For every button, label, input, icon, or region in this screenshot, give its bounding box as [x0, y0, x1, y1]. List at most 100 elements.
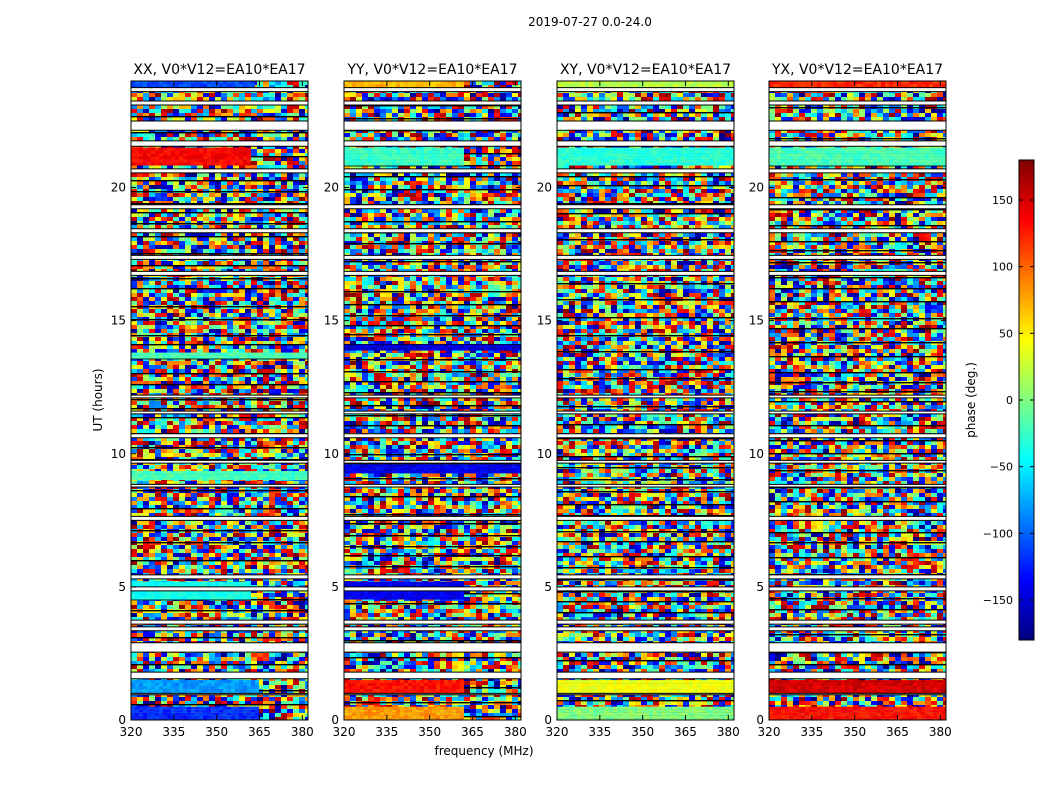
flagged-band: [769, 642, 946, 653]
flagged-band: [344, 411, 521, 414]
colorbar-tick-label: 50: [999, 327, 1013, 340]
flagged-band: [769, 620, 946, 625]
x-tick-label: 380: [929, 725, 952, 739]
flagged-band: [557, 140, 734, 147]
panel-frame: [556, 80, 735, 721]
flagged-band: [131, 271, 308, 276]
y-tick-label: 0: [544, 713, 552, 727]
x-tick-label: 350: [418, 725, 441, 739]
flagged-band: [769, 271, 946, 276]
flagged-band: [769, 395, 946, 398]
flagged-band: [769, 168, 946, 173]
coherent-band: [131, 706, 259, 720]
y-tick-label: 15: [537, 314, 552, 328]
panels: XX, V0*V12=EA10*EA17 320 335 350 365 380 0 5 10 1…: [111, 62, 952, 739]
colorbar-tick-label: −150: [983, 594, 1013, 607]
flagged-band: [557, 204, 734, 209]
coherent-band: [344, 147, 464, 166]
flagged-band: [344, 140, 521, 147]
flagged-band: [131, 516, 308, 521]
panel-xy: XY, V0*V12=EA10*EA17 320 335 350 365 380 0 5 10 1…: [537, 62, 740, 739]
flagged-band: [769, 460, 946, 464]
x-tick-label: 320: [546, 725, 569, 739]
flagged-band: [344, 100, 521, 105]
flagged-band: [557, 271, 734, 276]
flagged-band: [344, 395, 521, 398]
flagged-band: [131, 620, 308, 625]
flagged-band: [769, 484, 946, 488]
flagged-band: [557, 433, 734, 438]
y-tick-label: 15: [324, 314, 339, 328]
colorbar-tick-label: −50: [990, 461, 1013, 474]
flagged-band: [344, 204, 521, 209]
flagged-band: [131, 120, 308, 131]
flagged-band: [769, 411, 946, 414]
coherent-band: [344, 344, 521, 351]
flagged-band: [131, 586, 308, 591]
coherent-band: [344, 464, 521, 474]
x-tick-label: 335: [800, 725, 823, 739]
flagged-band: [557, 693, 734, 695]
flagged-band: [557, 620, 734, 625]
colorbar-tick-label: 0: [1006, 394, 1013, 407]
x-tick-label: 335: [162, 725, 185, 739]
flagged-band: [131, 693, 308, 695]
flagged-band: [769, 693, 946, 695]
colorbar-tick-label: 150: [992, 194, 1013, 207]
x-tick-label: 350: [631, 725, 654, 739]
flagged-band: [344, 460, 521, 464]
flagged-band: [344, 516, 521, 521]
flagged-band: [344, 168, 521, 173]
y-tick-label: 20: [111, 181, 126, 195]
y-tick-label: 10: [537, 447, 552, 461]
x-tick-label: 335: [588, 725, 611, 739]
y-tick-label: 5: [544, 580, 552, 594]
x-tick-label: 365: [886, 725, 909, 739]
y-tick-label: 20: [324, 181, 339, 195]
flagged-band: [557, 228, 734, 233]
x-tick-label: 320: [120, 725, 143, 739]
x-tick-label: 320: [758, 725, 781, 739]
y-tick-label: 0: [331, 713, 339, 727]
panel-title: YY, V0*V12=EA10*EA17: [346, 62, 517, 78]
flagged-band: [769, 574, 946, 579]
x-tick-label: 365: [674, 725, 697, 739]
flagged-band: [557, 484, 734, 488]
phase-noise: [131, 81, 308, 720]
panel-frame: [768, 80, 947, 721]
flagged-band: [769, 100, 946, 105]
flagged-band: [557, 255, 734, 260]
y-tick-label: 5: [331, 580, 339, 594]
phase-noise: [557, 81, 734, 720]
flagged-band: [344, 620, 521, 625]
flagged-band: [557, 574, 734, 579]
phase-noise: [769, 81, 946, 720]
y-tick-label: 10: [324, 447, 339, 461]
flagged-band: [131, 642, 308, 653]
flagged-band: [769, 255, 946, 260]
flagged-band: [344, 484, 521, 488]
colorbar-label: phase (deg.): [964, 362, 978, 438]
flagged-band: [131, 255, 308, 260]
flagged-band: [131, 168, 308, 173]
coherent-band: [344, 706, 464, 720]
flagged-band: [557, 100, 734, 105]
flagged-band: [557, 168, 734, 173]
flagged-band: [557, 626, 734, 631]
flagged-band: [344, 87, 521, 92]
flagged-band: [557, 586, 734, 591]
flagged-band: [557, 516, 734, 521]
x-axis-label: frequency (MHz): [434, 744, 533, 758]
x-tick-label: 365: [461, 725, 484, 739]
colorbar-tick-label: 100: [992, 261, 1013, 274]
panel-xx: XX, V0*V12=EA10*EA17 320 335 350 365 380 0 5 10 1…: [111, 62, 314, 739]
panel-title: XX, V0*V12=EA10*EA17: [133, 62, 305, 78]
y-tick-label: 20: [749, 181, 764, 195]
x-tick-label: 350: [843, 725, 866, 739]
y-tick-label: 5: [756, 580, 764, 594]
flagged-band: [344, 574, 521, 579]
panel-yy: YY, V0*V12=EA10*EA17 320 335 350 365 380 0 5 10 1…: [324, 62, 527, 739]
flagged-band: [769, 433, 946, 438]
flagged-band: [557, 87, 734, 92]
